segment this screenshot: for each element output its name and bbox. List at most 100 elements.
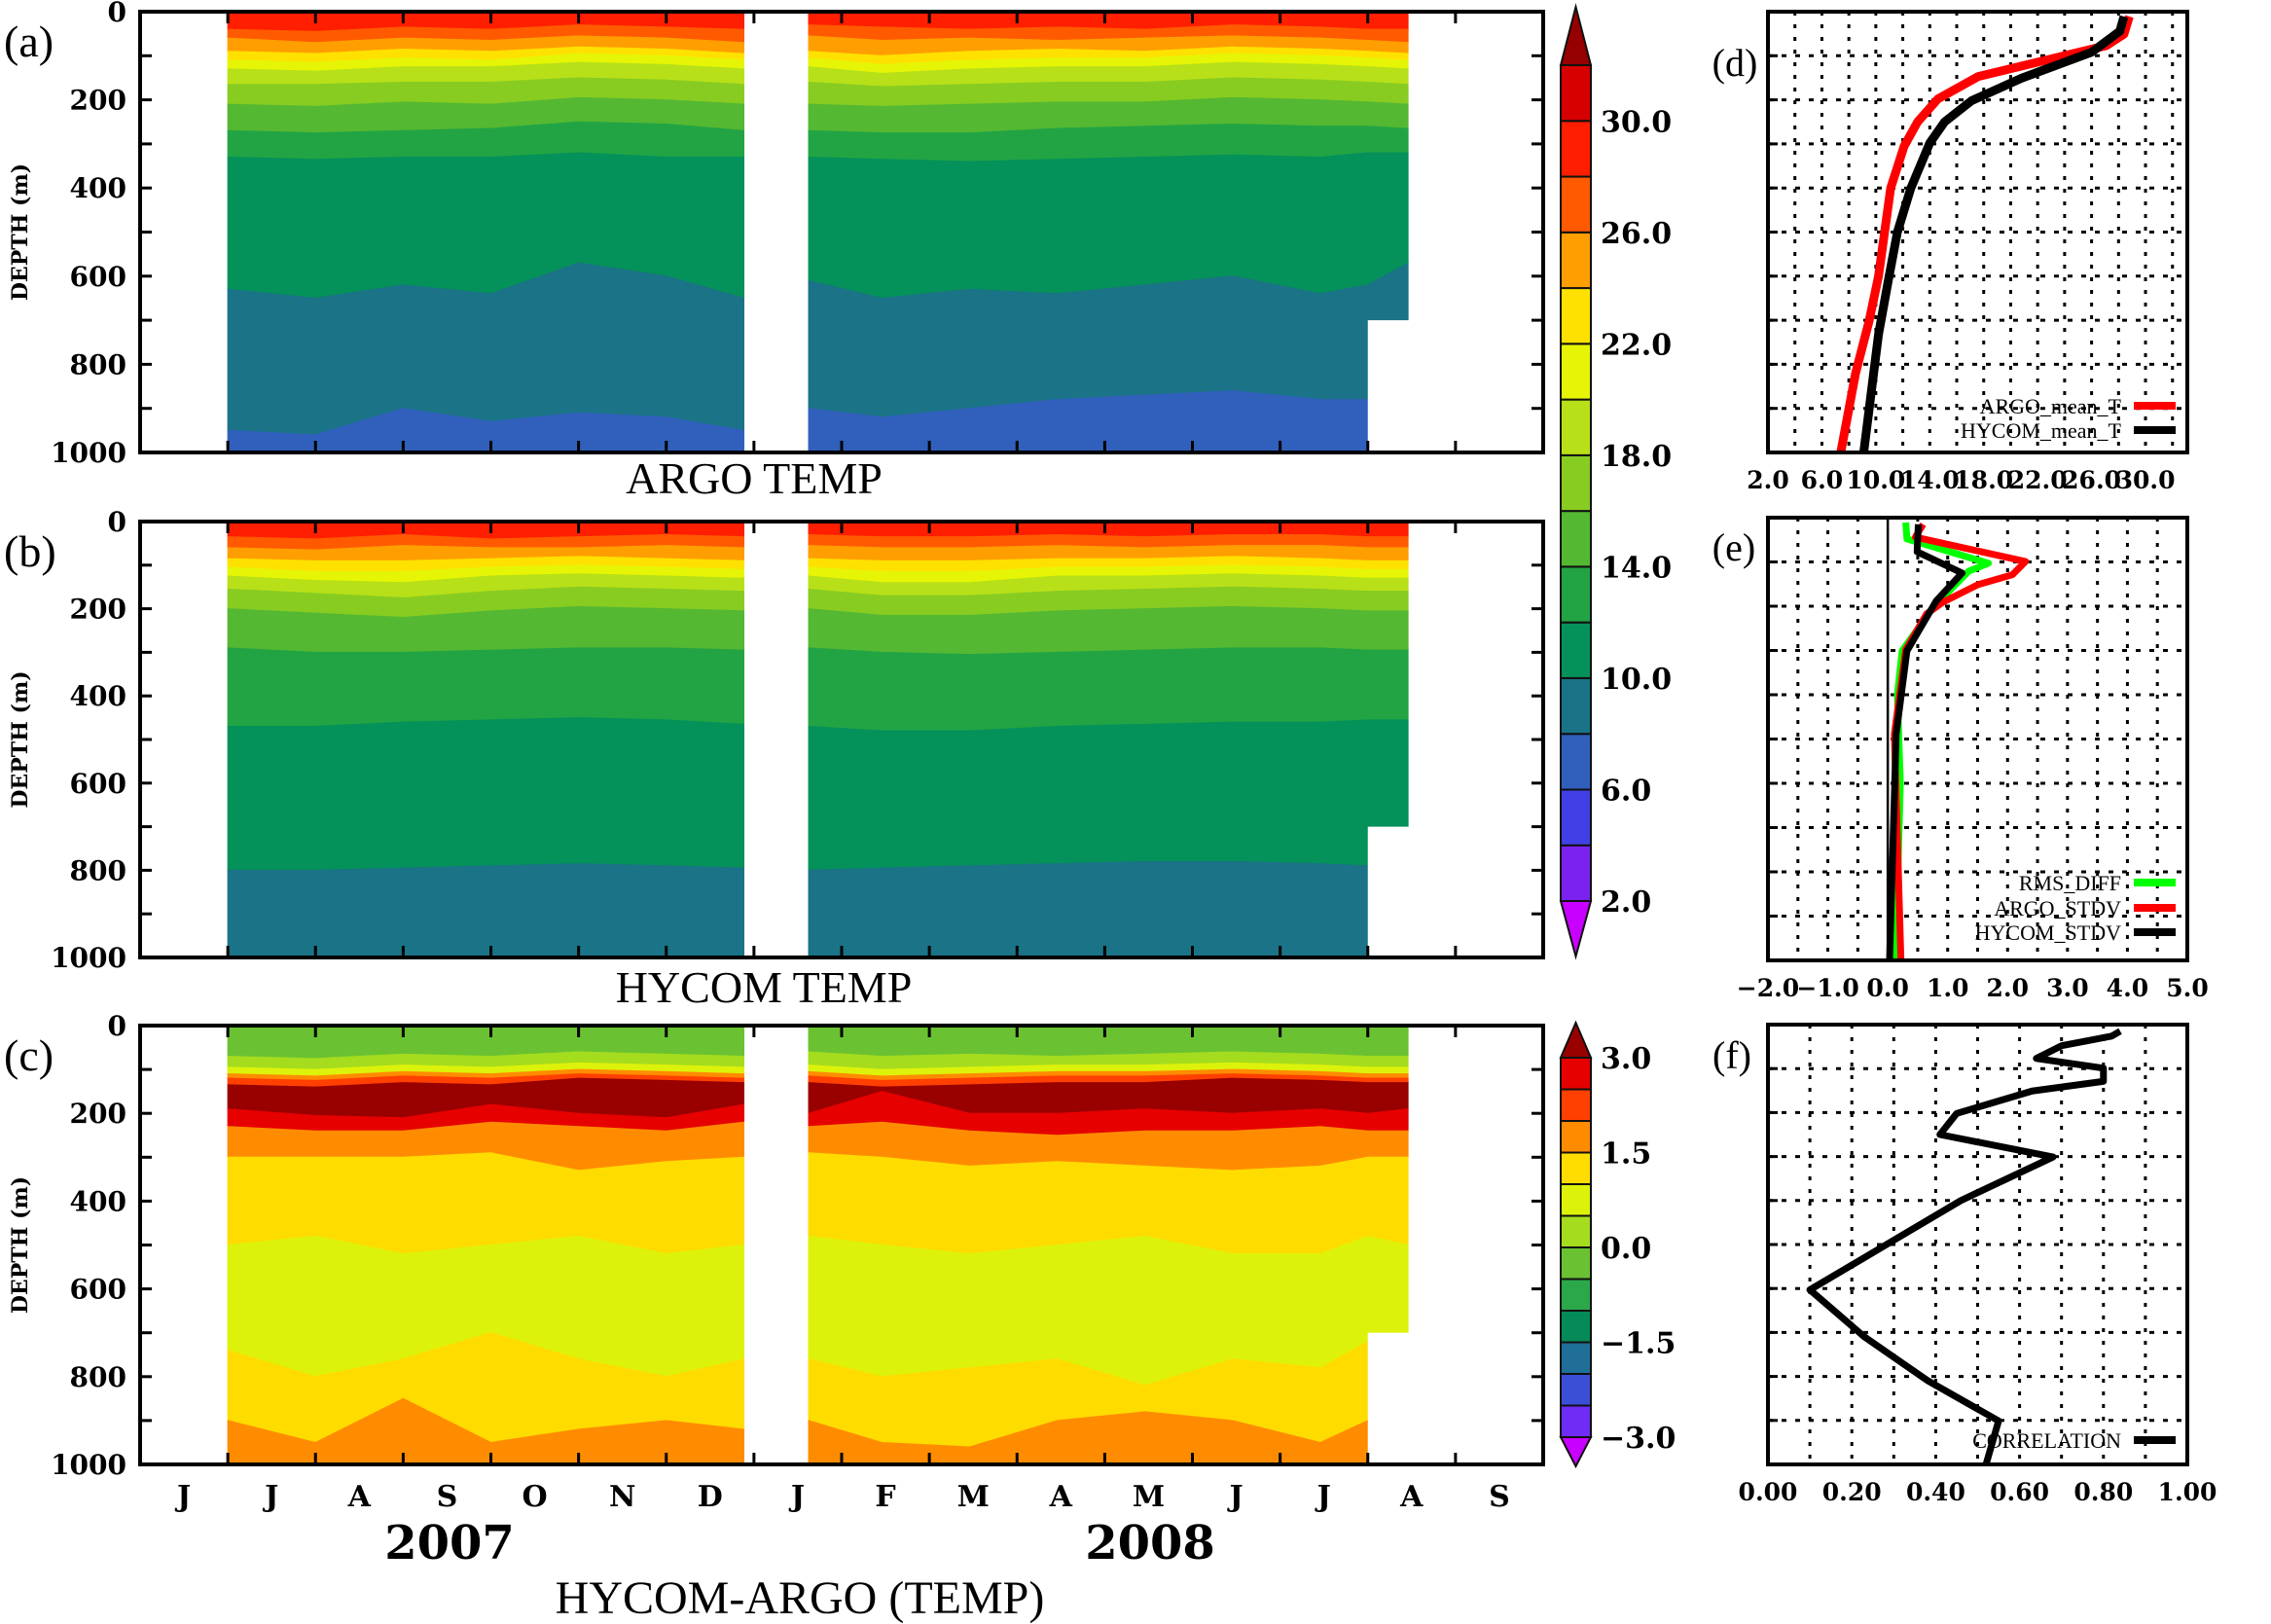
colorbar-bin — [1560, 398, 1592, 456]
colorbar-bin — [1560, 1246, 1592, 1281]
colorbar-bin — [1560, 120, 1592, 178]
panel-c: 0 200 400 600 800 1000 DEPTH (m) (c) — [4, 1010, 1545, 1481]
month-label: A — [1049, 1480, 1073, 1514]
month-label: N — [609, 1480, 635, 1514]
colorbar-bin — [1560, 1151, 1592, 1185]
colorbar-bin — [1560, 287, 1592, 345]
y-tick-label: 0 — [108, 506, 126, 538]
series-line-hycom-stdv — [1886, 523, 1965, 961]
colorbar-bin — [1560, 565, 1592, 624]
x-tick-label: 30.0 — [2116, 466, 2176, 494]
colorbar-bin — [1560, 175, 1592, 234]
colorbar-bin — [1560, 64, 1592, 123]
y-tick-label: 200 — [70, 85, 126, 117]
panel-label: (e) — [1712, 525, 1755, 569]
month-label: D — [698, 1480, 723, 1514]
y-tick-label: 0 — [108, 0, 126, 28]
x-tick-label: 5.0 — [2166, 974, 2209, 1002]
colorbar-bin — [1560, 788, 1592, 847]
y-tick-label: 600 — [70, 261, 126, 293]
contour-band — [808, 1025, 1409, 1058]
colorbar-tick-label: 14.0 — [1601, 551, 1672, 585]
no-data-region — [1367, 826, 1543, 957]
y-tick-label: 400 — [70, 680, 126, 712]
x-tick-label: −1.0 — [1796, 974, 1858, 1002]
colorbar-over-triangle — [1559, 1020, 1593, 1059]
y-tick-label: 400 — [70, 172, 126, 204]
colorbar-bin — [1560, 231, 1592, 290]
month-label: S — [437, 1480, 458, 1514]
month-label: J — [1315, 1480, 1331, 1514]
month-label: M — [957, 1480, 990, 1514]
x-tick-label: 0.20 — [1822, 1478, 1882, 1506]
colorbar-bin — [1560, 343, 1592, 401]
colorbar-tick-label: 30.0 — [1601, 105, 1672, 139]
x-tick-label: 1.0 — [1927, 974, 1969, 1002]
month-label: J — [262, 1480, 278, 1514]
x-tick-label: −2.0 — [1737, 974, 1799, 1002]
x-tick-label: 0.80 — [2073, 1478, 2133, 1506]
colorbar-bin — [1560, 1373, 1592, 1407]
colorbar-tick-label: 0.0 — [1601, 1232, 1651, 1266]
month-label: A — [1399, 1480, 1424, 1514]
series-line-correlation — [1806, 1028, 2122, 1465]
colorbar-tick-label: 6.0 — [1601, 774, 1651, 808]
panel-label: (c) — [4, 1030, 54, 1080]
colorbar-bin — [1560, 453, 1592, 513]
year-label: 2008 — [1085, 1516, 1215, 1570]
contour-band — [227, 863, 745, 958]
panel-f: CORRELATION 0.00 0.20 0.40 0.60 0.80 1.00 (f) — [1712, 1023, 2217, 1506]
year-label: 2007 — [384, 1516, 515, 1570]
y-axis-label: DEPTH (m) — [8, 163, 33, 301]
colorbar-bin — [1560, 844, 1592, 903]
legend-label: RMS_DIFF — [2019, 871, 2121, 895]
x-tick-label: 26.0 — [2062, 466, 2121, 494]
y-tick-label: 800 — [70, 1361, 126, 1393]
panel-title: ARGO TEMP — [626, 453, 883, 503]
month-label: S — [1489, 1480, 1510, 1514]
x-tick-label: 4.0 — [2107, 974, 2149, 1002]
colorbar-tick-label: 22.0 — [1601, 328, 1672, 362]
colorbar-bin — [1560, 1057, 1592, 1091]
month-label: J — [788, 1480, 805, 1514]
contour-band — [227, 605, 745, 653]
colorbar-tick-label: −3.0 — [1601, 1422, 1676, 1456]
x-tick-label: 10.0 — [1846, 466, 1905, 494]
colorbar-bin — [1560, 1341, 1592, 1375]
no-data-region — [1367, 320, 1543, 452]
month-label: O — [522, 1480, 547, 1514]
x-tick-label: 0.0 — [1866, 974, 1909, 1002]
y-tick-label: 600 — [70, 1274, 126, 1306]
x-tick-label: 22.0 — [2008, 466, 2068, 494]
contour-band — [808, 1235, 1409, 1387]
colorbar-bin — [1560, 1120, 1592, 1154]
contour-band — [227, 717, 745, 871]
panel-label: (a) — [4, 17, 54, 66]
y-tick-label: 800 — [70, 854, 126, 886]
colorbar-bin — [1560, 1214, 1592, 1248]
contour-band — [808, 719, 1409, 871]
panel-b: 0 200 400 600 800 1000 DEPTH (m) (b) — [4, 506, 1545, 974]
colorbar-tick-label: 10.0 — [1601, 663, 1672, 697]
legend-label: HYCOM_STDV — [1975, 920, 2121, 945]
colorbar-bin — [1560, 676, 1592, 736]
y-tick-label: 1000 — [51, 942, 126, 974]
colorbar: 30.0 26.0 22.0 18.0 14.0 10.0 6.0 2.0 — [1559, 3, 1672, 960]
colorbar-bin — [1560, 1278, 1592, 1312]
x-tick-label: 14.0 — [1900, 466, 1960, 494]
colorbar-under-triangle — [1559, 900, 1593, 960]
month-label: A — [347, 1480, 372, 1514]
month-label: J — [1226, 1480, 1243, 1514]
x-tick-label: 6.0 — [1801, 466, 1844, 494]
month-label: M — [1133, 1480, 1165, 1514]
legend-label: HYCOM_mean_T — [1961, 418, 2122, 443]
colorbar-tick-label: 26.0 — [1601, 217, 1672, 251]
panel-label: (b) — [4, 526, 56, 576]
colorbar-tick-label: −1.5 — [1601, 1327, 1676, 1361]
panel-label: (d) — [1712, 41, 1758, 85]
y-tick-label: 0 — [108, 1010, 126, 1042]
month-label: F — [875, 1480, 895, 1514]
